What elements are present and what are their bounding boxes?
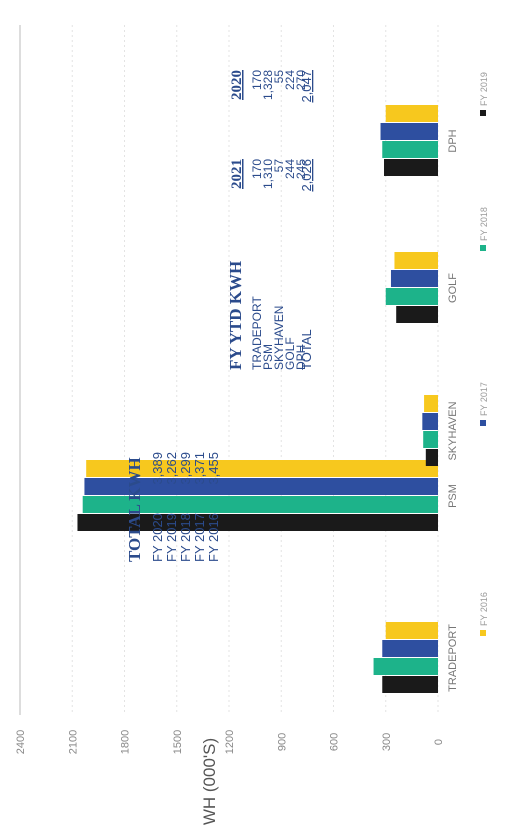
bar: [382, 640, 438, 657]
bar: [390, 270, 438, 287]
ytd-row-2020: 270: [294, 70, 308, 90]
y-tick-label: 1200: [224, 730, 236, 754]
bar: [425, 449, 438, 466]
total-kwh-row-value: 3,371: [192, 452, 207, 485]
bar: [396, 306, 438, 323]
total-kwh-row-label: FY 2019: [164, 513, 179, 562]
y-tick-label: 900: [276, 733, 288, 751]
y-tick-label: 2400: [15, 730, 27, 754]
category-labels: TRADEPORT PSM SKYHAVEN GOLF DPH: [447, 129, 459, 691]
y-tick-label: 0: [433, 739, 445, 745]
bar: [82, 496, 438, 513]
y-tick-label: 1800: [120, 730, 132, 754]
total-kwh-row-value: 3,262: [164, 452, 179, 485]
total-kwh-row-label: FY 2020: [150, 513, 165, 562]
bar: [424, 395, 438, 412]
category-label: GOLF: [447, 273, 459, 303]
legend-swatch: [480, 245, 486, 251]
ytd-row-2021: 244: [283, 159, 297, 179]
total-kwh-panel: TOTAL KWH FY 2020 3,389 FY 2019 3,262 FY 201…: [125, 452, 221, 562]
bar: [382, 676, 438, 693]
y-tick-label: 2100: [67, 730, 79, 754]
legend-swatch: [480, 630, 486, 636]
ytd-row-label: SKYHAVEN: [272, 306, 286, 370]
bar: [86, 460, 438, 477]
total-kwh-row-label: FY 2018: [178, 513, 193, 562]
ytd-row-2020: 224: [283, 70, 297, 90]
ytd-row-2020: 55: [272, 70, 286, 84]
ytd-row-2021: 245: [294, 159, 308, 179]
bar: [423, 431, 438, 448]
y-tick-label: 300: [381, 733, 393, 751]
total-kwh-row-value: 3,455: [206, 452, 221, 485]
ytd-row-2021: 170: [250, 159, 264, 179]
ytd-panel: FY YTD KWH 2021 2020 TRADEPORT 170 170 PSM 1…: [226, 70, 314, 370]
category-label: DPH: [447, 129, 459, 152]
ytd-row-2020: 170: [250, 70, 264, 90]
ytd-col-2021-header: 2021: [229, 159, 245, 189]
ytd-row-label: GOLF: [283, 337, 297, 370]
bar: [373, 658, 438, 675]
ytd-row-2021: 57: [272, 159, 286, 173]
ytd-row-label: TRADEPORT: [250, 296, 264, 370]
y-axis-ticks: 0 300 600 900 1200 1500 1800 2100 2400: [15, 25, 445, 754]
bar: [394, 252, 438, 269]
total-kwh-row-label: FY 2017: [192, 513, 207, 562]
legend-swatch: [480, 110, 486, 116]
ytd-total-2021: 2,026: [299, 159, 314, 192]
ytd-row-label: DPH: [294, 345, 308, 370]
bar: [385, 288, 438, 305]
bar: [84, 478, 439, 495]
legend-label: FY 2016: [479, 592, 489, 626]
legend-label: FY 2019: [479, 72, 489, 106]
ytd-col-2020-header: 2020: [229, 70, 245, 100]
bar: [385, 105, 438, 122]
bar-series-group: [77, 105, 439, 693]
y-axis-title: (KWH (000'S): [200, 738, 219, 825]
ytd-row-2020: 1,328: [261, 70, 275, 100]
ytd-total-2020: 2,047: [299, 70, 314, 103]
bar: [385, 622, 438, 639]
total-kwh-title: TOTAL KWH: [125, 457, 144, 562]
total-kwh-rows: FY 2020 3,389 FY 2019 3,262 FY 2018 3,299 FY 2…: [150, 452, 221, 562]
legend: FY 2016 FY 2017 FY 2018 FY 2019: [479, 72, 489, 636]
category-label: TRADEPORT: [447, 624, 459, 692]
ytd-total-label: TOTAL: [299, 329, 314, 370]
category-label: SKYHAVEN: [447, 401, 459, 460]
ytd-rows: TRADEPORT 170 170 PSM 1,310 1,328 SKYHAVEN 57 55…: [250, 70, 308, 370]
total-kwh-row-label: FY 2016: [206, 513, 221, 562]
bar: [77, 514, 438, 531]
ytd-row-label: PSM: [261, 344, 275, 370]
bar: [382, 141, 438, 158]
legend-swatch: [480, 420, 486, 426]
legend-label: FY 2018: [479, 207, 489, 241]
ytd-title: FY YTD KWH: [226, 261, 245, 370]
bar: [380, 123, 438, 140]
legend-label: FY 2017: [479, 382, 489, 416]
bar: [384, 159, 438, 176]
total-kwh-row-value: 3,299: [178, 452, 193, 485]
y-tick-label: 1500: [172, 730, 184, 754]
category-label: PSM: [447, 484, 459, 508]
y-tick-label: 600: [329, 733, 341, 751]
ytd-row-2021: 1,310: [261, 159, 275, 189]
bar: [422, 413, 438, 430]
total-kwh-row-value: 3,389: [150, 452, 165, 485]
